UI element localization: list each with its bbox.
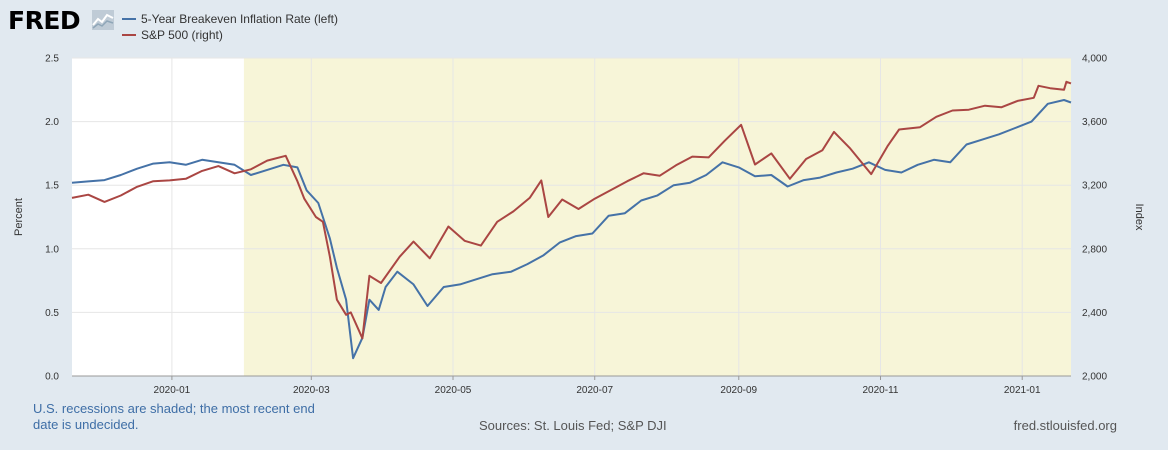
x-tick-label: 2020-11	[863, 385, 899, 396]
legend-swatch-breakeven	[122, 18, 136, 20]
right-axis-title: Index	[1133, 204, 1145, 231]
left-y-tick-label: 2.0	[45, 117, 59, 128]
legend-label-sp500: S&P 500 (right)	[141, 28, 223, 42]
fred-chart-logo-icon	[92, 10, 114, 30]
left-y-tick-label: 2.5	[45, 54, 59, 65]
right-y-tick-label: 3,600	[1082, 117, 1107, 128]
series-line-breakeven	[71, 99, 1072, 360]
recession-shading	[243, 58, 1072, 376]
sources-note: Sources: St. Louis Fed; S&P DJI	[479, 418, 667, 433]
right-y-tick-label: 2,800	[1082, 244, 1107, 255]
left-y-tick-label: 0.5	[45, 308, 59, 319]
series-line-sp500	[71, 80, 1072, 340]
x-tick-label: 2020-07	[576, 385, 613, 396]
left-y-tick-label: 1.0	[45, 244, 59, 255]
x-tick-label: 2021-01	[1004, 385, 1041, 396]
legend-swatch-sp500	[122, 34, 136, 36]
legend-item-sp500[interactable]: S&P 500 (right)	[122, 28, 223, 42]
right-y-tick-label: 4,000	[1082, 54, 1107, 65]
right-y-tick-label: 3,200	[1082, 181, 1107, 192]
x-tick-label: 2020-03	[293, 385, 330, 396]
right-y-tick-label: 2,000	[1082, 372, 1107, 383]
site-url-link[interactable]: fred.stlouisfed.org	[1013, 418, 1117, 433]
left-axis-title: Percent	[13, 198, 25, 236]
recession-footnote: U.S. recessions are shaded; the most rec…	[33, 401, 315, 432]
x-tick-label: 2020-09	[720, 385, 757, 396]
left-y-tick-label: 0.0	[45, 372, 59, 383]
left-y-tick-label: 1.5	[45, 181, 59, 192]
chart-header: FRED 5-Year Breakeven Inflation Rate (le…	[0, 0, 1168, 50]
x-tick-label: 2020-01	[154, 385, 191, 396]
x-tick-label: 2020-05	[435, 385, 472, 396]
legend-label-breakeven: 5-Year Breakeven Inflation Rate (left)	[141, 12, 338, 26]
right-y-tick-label: 2,400	[1082, 308, 1107, 319]
dual-axis-line-chart[interactable]: 0.0 0.5 1.0 1.5 2.0 2.5 2,000 2,400 2,800 3,200 3,…	[0, 48, 1168, 398]
fred-logo[interactable]: FRED	[8, 6, 81, 35]
legend-item-breakeven[interactable]: 5-Year Breakeven Inflation Rate (left)	[122, 12, 338, 26]
